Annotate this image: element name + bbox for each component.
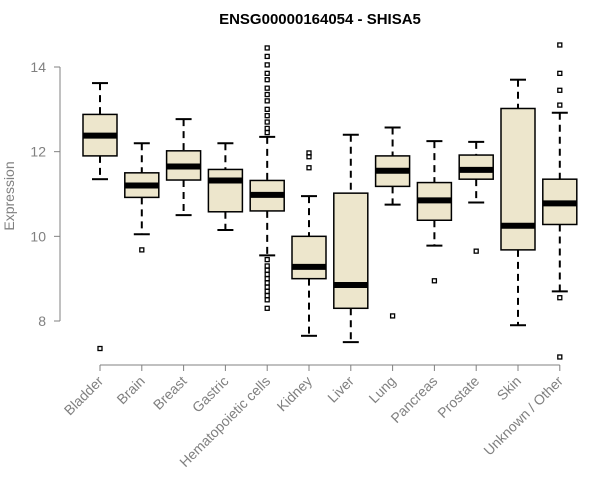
outlier-point bbox=[264, 62, 270, 68]
box-group bbox=[416, 140, 453, 284]
y-tick-label: 8 bbox=[38, 313, 46, 329]
outlier-point bbox=[264, 305, 270, 311]
outlier-point bbox=[264, 119, 270, 125]
x-category-label: Brain bbox=[113, 373, 147, 407]
x-category-label: Skin bbox=[494, 373, 525, 404]
outlier-point bbox=[264, 297, 270, 303]
outlier-point bbox=[431, 278, 438, 284]
outlier-point bbox=[306, 150, 312, 156]
outlier-point bbox=[264, 53, 270, 60]
outlier-point bbox=[557, 42, 563, 48]
outlier-point bbox=[139, 247, 145, 253]
x-category-label: Lung bbox=[365, 373, 398, 406]
chart-title: ENSG00000164054 - SHISA5 bbox=[219, 11, 421, 28]
box-group bbox=[291, 150, 327, 337]
y-tick-label: 10 bbox=[30, 228, 46, 244]
outlier-point bbox=[557, 87, 563, 93]
box-iqr bbox=[207, 168, 244, 213]
outlier-point bbox=[264, 263, 270, 269]
outlier-point bbox=[264, 280, 270, 286]
outlier-point bbox=[264, 276, 270, 282]
box-group bbox=[249, 45, 285, 311]
outlier-point bbox=[264, 45, 270, 51]
outlier-point bbox=[264, 77, 270, 83]
outlier-point bbox=[264, 113, 270, 119]
outlier-point bbox=[264, 98, 270, 104]
outlier-point bbox=[264, 125, 270, 132]
outlier-point bbox=[557, 70, 563, 76]
box-group bbox=[207, 142, 244, 231]
outlier-point bbox=[264, 70, 270, 76]
box-group bbox=[500, 78, 536, 327]
box-iqr bbox=[291, 235, 327, 280]
outlier-point bbox=[306, 165, 312, 171]
box-group bbox=[542, 42, 578, 360]
x-category-label: Unknown / Other bbox=[480, 373, 566, 459]
y-tick-label: 12 bbox=[30, 144, 46, 160]
box-group bbox=[165, 118, 202, 217]
box-group bbox=[124, 142, 160, 253]
x-category-label: Bladder bbox=[61, 373, 107, 419]
outlier-point bbox=[389, 313, 396, 319]
outlier-point bbox=[264, 256, 270, 263]
outlier-point bbox=[97, 345, 103, 352]
y-tick-label: 14 bbox=[30, 59, 46, 75]
boxes bbox=[82, 42, 578, 360]
x-category-label: Kidney bbox=[274, 373, 316, 415]
outlier-point bbox=[264, 85, 270, 91]
x-category-label: Breast bbox=[150, 373, 190, 413]
x-category-label: Prostate bbox=[434, 373, 482, 421]
box-iqr bbox=[333, 192, 369, 310]
outlier-point bbox=[557, 354, 563, 360]
outlier-point bbox=[557, 102, 563, 108]
outlier-point bbox=[264, 271, 270, 278]
outlier-point bbox=[264, 288, 270, 295]
y-axis-label: Expression bbox=[1, 161, 17, 230]
outlier-point bbox=[264, 284, 270, 290]
x-category-label: Liver bbox=[324, 373, 357, 406]
outlier-point bbox=[264, 106, 270, 112]
outlier-point bbox=[264, 129, 270, 136]
outlier-point bbox=[264, 267, 270, 273]
outlier-point bbox=[264, 91, 270, 98]
box-group bbox=[458, 140, 494, 254]
outlier-point bbox=[557, 295, 563, 301]
box-group bbox=[333, 133, 369, 344]
box-group bbox=[82, 82, 118, 352]
box-group bbox=[374, 126, 411, 319]
outlier-point bbox=[473, 248, 479, 254]
outlier-point bbox=[264, 292, 270, 299]
